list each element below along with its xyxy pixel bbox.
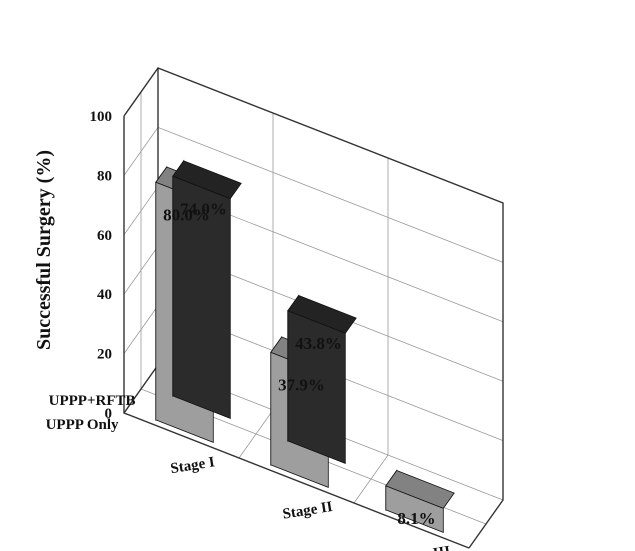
y-tick-label: 60: [97, 228, 112, 244]
depth-axis: [123, 364, 159, 414]
category-label: Stage II: [281, 499, 333, 523]
data-label: 8.1%: [397, 509, 435, 528]
bar-front: [172, 175, 231, 419]
bar-front: [287, 310, 346, 464]
data-label: 43.8%: [295, 334, 342, 353]
outer-frame: [123, 67, 504, 549]
y-tick-label: 40: [97, 287, 112, 303]
y-tick-label: 0: [105, 406, 113, 422]
text-layer: Successful Surgery (%) 0 20 40 60 80 100 80.0%…: [33, 109, 452, 551]
data-label: 37.9%: [278, 376, 325, 395]
data-label: 80.0%: [163, 206, 210, 225]
y-tick-label: 80: [97, 168, 112, 184]
bar-uppp-rftb-stage-i: [172, 159, 242, 419]
y-tick-label: 20: [97, 347, 112, 363]
data-label: 74.0%: [180, 199, 227, 218]
series-label: UPPP Only: [46, 417, 119, 433]
category-label: Stage I: [169, 454, 216, 477]
series-label: UPPP+RFTB: [49, 393, 136, 409]
bar-uppp-only-stage-iii: [385, 469, 455, 533]
bar-front: [385, 485, 444, 533]
category-label: Stage III: [394, 543, 452, 551]
bar-uppp-rftb-stage-ii: [287, 294, 357, 464]
bars-layer: [155, 159, 455, 533]
y-axis-title: Successful Surgery (%): [33, 150, 55, 350]
y-tick-label: 100: [90, 109, 113, 125]
